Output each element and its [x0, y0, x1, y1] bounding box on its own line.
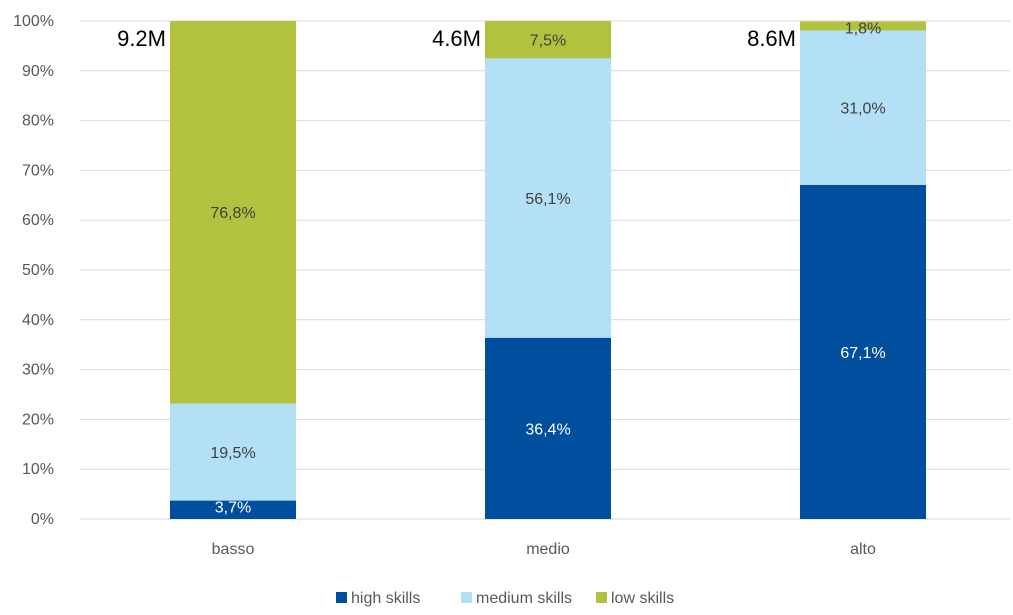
bar-totals: 9.2M 4.6M 8.6M	[97, 23, 797, 51]
y-tick-label: 60%	[22, 212, 54, 229]
bar-segment-low-skills-medio	[485, 21, 611, 59]
legend-swatch	[461, 592, 472, 603]
segment-value-label: 56,1%	[525, 191, 570, 208]
bar-segment-high-skills-medio	[485, 337, 611, 519]
y-tick-label: 40%	[22, 312, 54, 329]
segment-value-label: 76,8%	[210, 205, 255, 222]
legend-swatch	[596, 592, 607, 603]
segment-labels: 3,7% 19,5% 76,8% 36,4% 56,1% 7,5% 67,1% 31,0% 1,…	[210, 20, 885, 516]
segment-value-label: 1,8%	[845, 20, 881, 37]
y-tick-label: 10%	[22, 461, 54, 478]
segment-value-label: 67,1%	[840, 345, 885, 362]
bar-segment-medium-skills-medio	[485, 58, 611, 338]
legend-swatch	[336, 592, 347, 603]
y-axis-ticks: 0% 10% 20% 30% 40% 50% 60% 70% 80% 90% 100%	[13, 13, 54, 528]
legend-label: low skills	[611, 590, 674, 607]
y-tick-label: 70%	[22, 162, 54, 179]
bar-segment-medium-skills-basso	[170, 403, 296, 501]
bar-segment-low-skills-basso	[170, 21, 296, 404]
bar-segment-high-skills-basso	[170, 500, 296, 519]
segment-value-label: 19,5%	[210, 445, 255, 462]
legend: high skills medium skills low skills	[336, 590, 674, 607]
x-category-label: medio	[526, 541, 570, 558]
y-tick-label: 90%	[22, 63, 54, 80]
x-axis-categories: basso medio alto	[212, 541, 876, 558]
segment-value-label: 7,5%	[530, 33, 566, 50]
y-tick-label: 80%	[22, 113, 54, 130]
y-tick-label: 100%	[13, 13, 54, 30]
bar-total-label: 8.6M	[747, 26, 796, 51]
x-category-label: basso	[212, 541, 255, 558]
bar-segment-low-skills-alto	[800, 21, 926, 31]
bar-segment-high-skills-alto	[800, 184, 926, 520]
legend-label: high skills	[351, 590, 420, 607]
bars	[170, 21, 926, 520]
total-label-background	[412, 23, 482, 51]
segment-value-label: 3,7%	[215, 500, 251, 517]
legend-label: medium skills	[476, 590, 572, 607]
y-tick-label: 20%	[22, 411, 54, 428]
bar-total-label: 9.2M	[117, 26, 166, 51]
total-label-background	[97, 23, 167, 51]
segment-value-label: 36,4%	[525, 421, 570, 438]
total-label-background	[727, 23, 797, 51]
x-category-label: alto	[850, 541, 876, 558]
segment-value-label: 31,0%	[840, 101, 885, 118]
y-tick-label: 50%	[22, 262, 54, 279]
bar-total-label: 4.6M	[432, 26, 481, 51]
bar-segment-medium-skills-alto	[800, 30, 926, 185]
y-tick-label: 30%	[22, 362, 54, 379]
y-tick-label: 0%	[31, 511, 54, 528]
